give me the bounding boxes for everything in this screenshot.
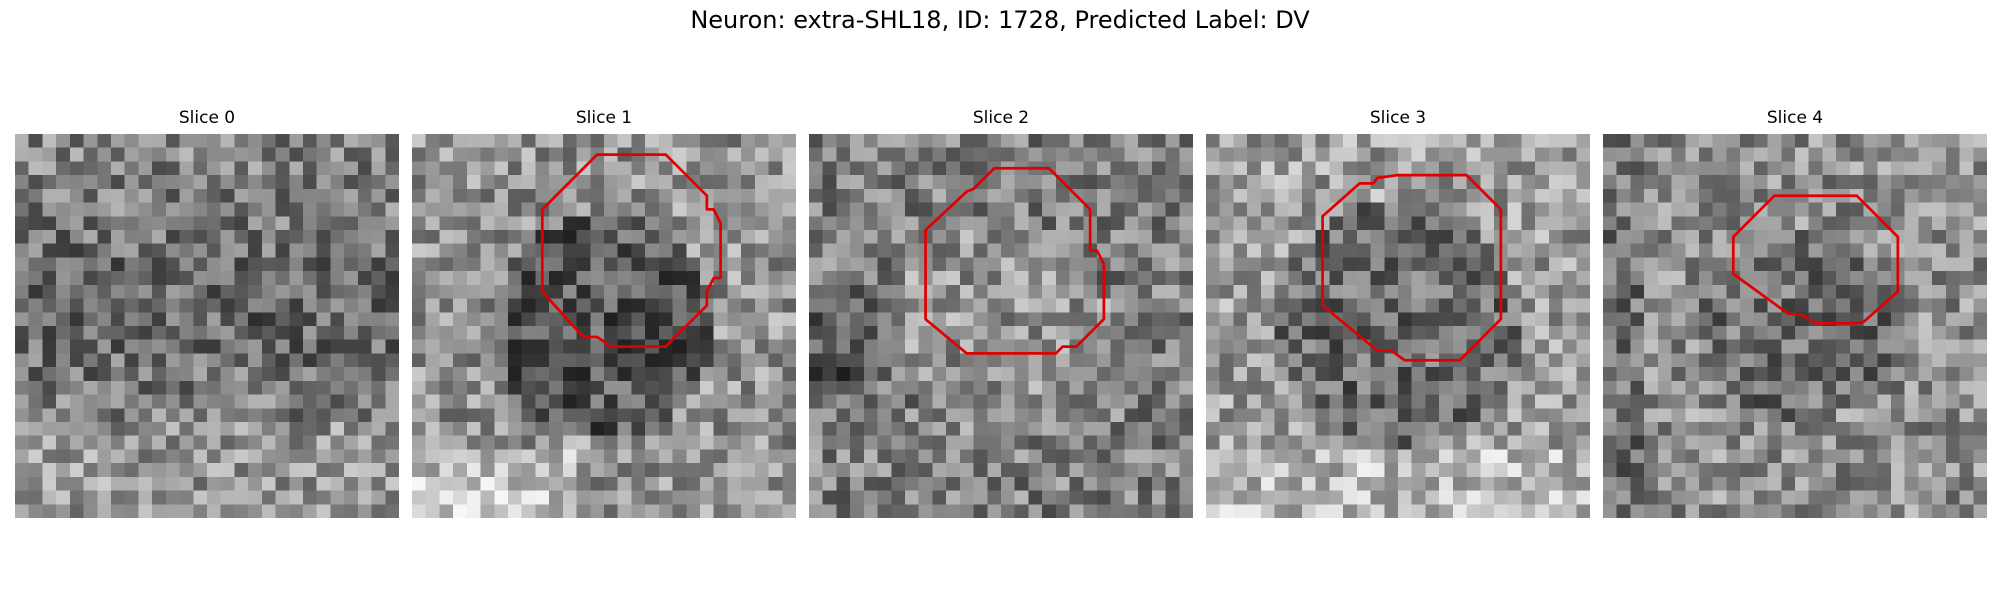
slice-image bbox=[1206, 134, 1590, 518]
slice-title: Slice 3 bbox=[1369, 108, 1427, 128]
slice-image bbox=[412, 134, 796, 518]
slice-image bbox=[15, 134, 399, 518]
slice-image bbox=[1603, 134, 1987, 518]
neuron-outline bbox=[540, 153, 722, 348]
neuron-outline bbox=[1321, 173, 1503, 362]
slice-title: Slice 0 bbox=[178, 108, 236, 128]
slice-title: Slice 1 bbox=[575, 108, 633, 128]
slice-title: Slice 4 bbox=[1766, 108, 1824, 128]
figure-title: Neuron: extra-SHL18, ID: 1728, Predicted… bbox=[690, 6, 1310, 34]
slice-image bbox=[809, 134, 1193, 518]
neuron-outline bbox=[924, 166, 1106, 355]
neuron-outline bbox=[1731, 194, 1900, 325]
slice-title: Slice 2 bbox=[972, 108, 1030, 128]
